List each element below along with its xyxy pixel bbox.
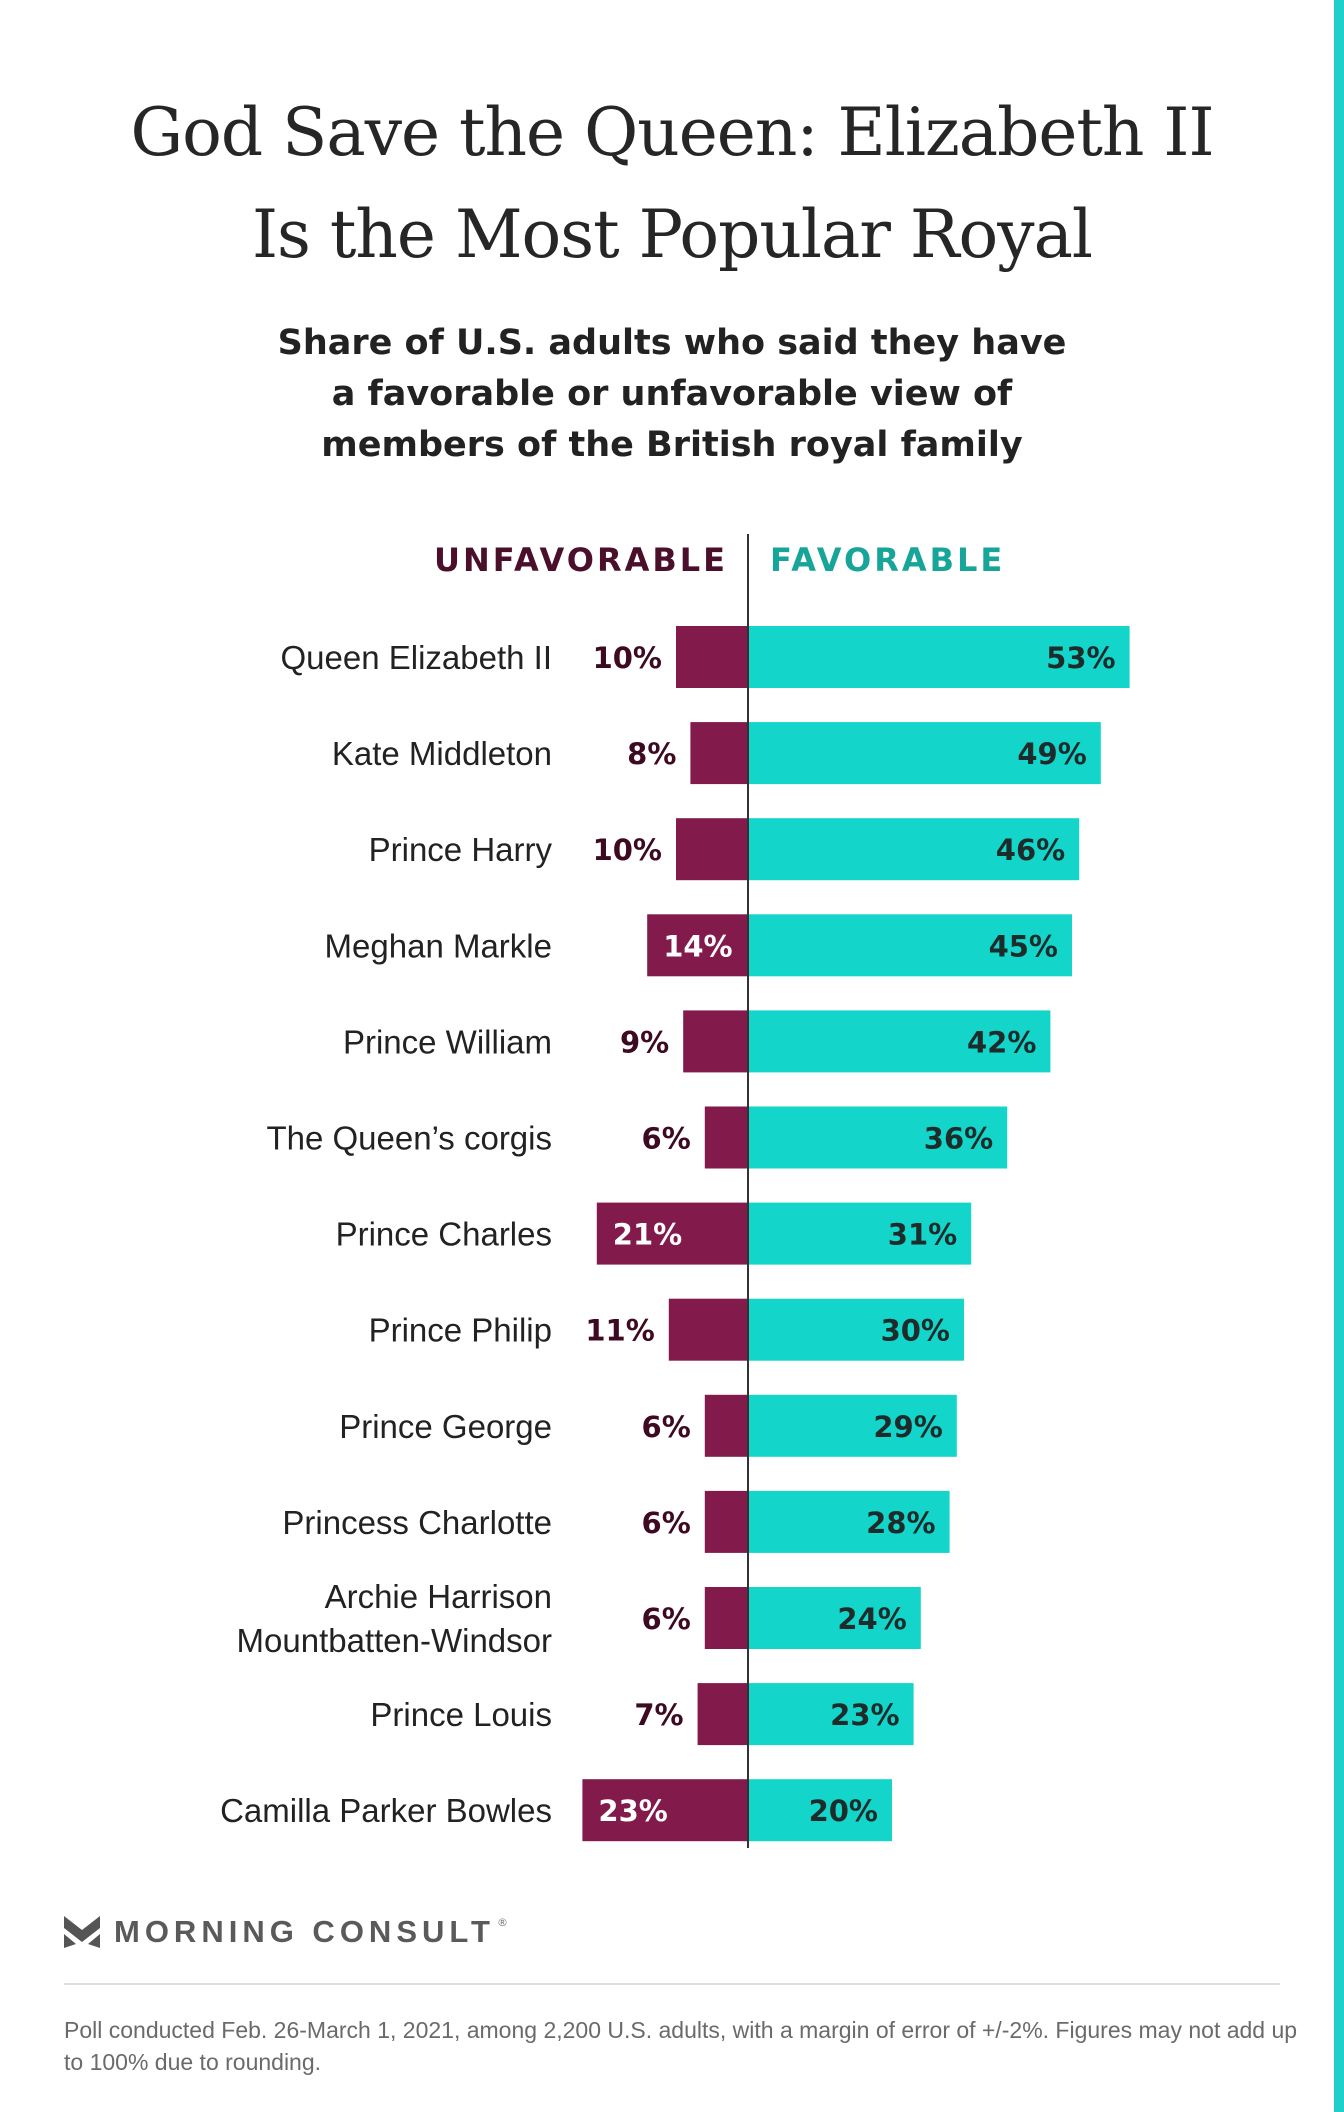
right-accent-bar xyxy=(1334,0,1344,2112)
category-label: Queen Elizabeth II xyxy=(280,639,552,676)
legend-favorable: FAVORABLE xyxy=(770,541,1005,579)
category-label: Prince George xyxy=(339,1408,552,1445)
favorable-value-label: 24% xyxy=(837,1602,906,1636)
favorable-bar xyxy=(748,1779,892,1842)
favorable-value-label: 45% xyxy=(989,929,1058,963)
favorable-bar xyxy=(748,1587,921,1649)
footer-divider xyxy=(64,1983,1280,1985)
unfavorable-bar xyxy=(668,1298,748,1361)
favorable-bar xyxy=(748,722,1101,785)
unfavorable-value-label: 6% xyxy=(642,1506,691,1540)
subtitle-line-2: a favorable or unfavorable view of xyxy=(331,374,1013,414)
favorable-bar xyxy=(748,1010,1051,1073)
category-label: Archie Harrison xyxy=(325,1578,552,1615)
favorable-bar xyxy=(748,1298,964,1361)
favorable-value-label: 20% xyxy=(809,1794,878,1828)
category-label: Prince Charles xyxy=(336,1216,552,1253)
unfavorable-bar xyxy=(690,722,748,785)
morning-consult-chevron-icon xyxy=(64,1916,100,1948)
unfavorable-bar xyxy=(596,1202,748,1265)
favorable-bar xyxy=(748,914,1072,977)
unfavorable-value-label: 6% xyxy=(642,1122,691,1156)
favorable-value-label: 29% xyxy=(873,1410,942,1444)
unfavorable-value-label: 14% xyxy=(663,929,732,963)
favorable-bar xyxy=(748,1106,1008,1169)
unfavorable-value-label: 10% xyxy=(593,833,662,867)
category-label: Prince William xyxy=(343,1023,552,1060)
unfavorable-bar xyxy=(704,1394,748,1457)
unfavorable-bar xyxy=(704,1587,748,1649)
logo-text: MORNING CONSULT xyxy=(114,1914,495,1949)
favorable-bar xyxy=(748,1490,950,1553)
unfavorable-bar xyxy=(676,626,748,688)
favorable-value-label: 53% xyxy=(1046,641,1115,675)
footnote: Poll conducted Feb. 26-March 1, 2021, am… xyxy=(64,2017,1298,2075)
unfavorable-bar xyxy=(676,818,748,881)
unfavorable-value-label: 11% xyxy=(585,1314,654,1348)
favorable-bar xyxy=(748,818,1080,881)
favorable-bar xyxy=(748,1394,957,1457)
favorable-bar xyxy=(748,626,1130,688)
category-label: Camilla Parker Bowles xyxy=(220,1792,552,1829)
unfavorable-value-label: 21% xyxy=(613,1218,682,1252)
favorable-value-label: 28% xyxy=(866,1506,935,1540)
unfavorable-bar xyxy=(647,914,748,977)
category-label: Prince Harry xyxy=(369,831,553,868)
category-label: Prince Louis xyxy=(370,1696,552,1733)
unfavorable-bar xyxy=(683,1010,748,1073)
favorable-bar xyxy=(748,1202,972,1265)
category-label: Kate Middleton xyxy=(332,735,552,772)
unfavorable-value-label: 9% xyxy=(620,1025,669,1059)
legend-unfavorable: UNFAVORABLE xyxy=(434,541,728,579)
unfavorable-bar xyxy=(697,1683,748,1746)
favorable-value-label: 30% xyxy=(881,1314,950,1348)
favorable-value-label: 46% xyxy=(996,833,1065,867)
chart-title: God Save the Queen: Elizabeth II Is the … xyxy=(40,82,1304,286)
unfavorable-bar xyxy=(582,1779,748,1842)
favorable-value-label: 23% xyxy=(830,1698,899,1732)
subtitle-line-3: members of the British royal family xyxy=(321,425,1023,465)
unfavorable-value-label: 6% xyxy=(642,1602,691,1636)
category-label: Mountbatten-Windsor xyxy=(237,1622,552,1659)
unfavorable-value-label: 7% xyxy=(634,1698,683,1732)
category-label: The Queen’s corgis xyxy=(266,1120,552,1157)
favorable-value-label: 31% xyxy=(888,1218,957,1252)
unfavorable-value-label: 23% xyxy=(598,1794,667,1828)
morning-consult-logo: MORNING CONSULT ® xyxy=(64,1912,508,1952)
unfavorable-value-label: 8% xyxy=(627,737,676,771)
unfavorable-bar xyxy=(704,1490,748,1553)
diverging-bar-chart: UNFAVORABLE FAVORABLE 10% 53% Queen Elizabet… xyxy=(220,534,1130,1848)
favorable-bar xyxy=(748,1683,914,1746)
chart-subtitle: Share of U.S. adults who said they have … xyxy=(140,318,1204,471)
unfavorable-value-label: 10% xyxy=(593,641,662,675)
unfavorable-bar xyxy=(704,1106,748,1169)
subtitle-line-1: Share of U.S. adults who said they have xyxy=(277,323,1067,363)
favorable-value-label: 49% xyxy=(1017,737,1086,771)
category-label: Princess Charlotte xyxy=(282,1504,552,1541)
favorable-value-label: 42% xyxy=(967,1025,1036,1059)
favorable-value-label: 36% xyxy=(924,1122,993,1156)
title-line-2: Is the Most Popular Royal xyxy=(251,196,1093,273)
unfavorable-value-label: 6% xyxy=(642,1410,691,1444)
category-label: Prince Philip xyxy=(369,1312,552,1349)
title-line-1: God Save the Queen: Elizabeth II xyxy=(130,94,1214,171)
registered-mark: ® xyxy=(496,1916,508,1929)
category-label: Meghan Markle xyxy=(325,927,552,964)
